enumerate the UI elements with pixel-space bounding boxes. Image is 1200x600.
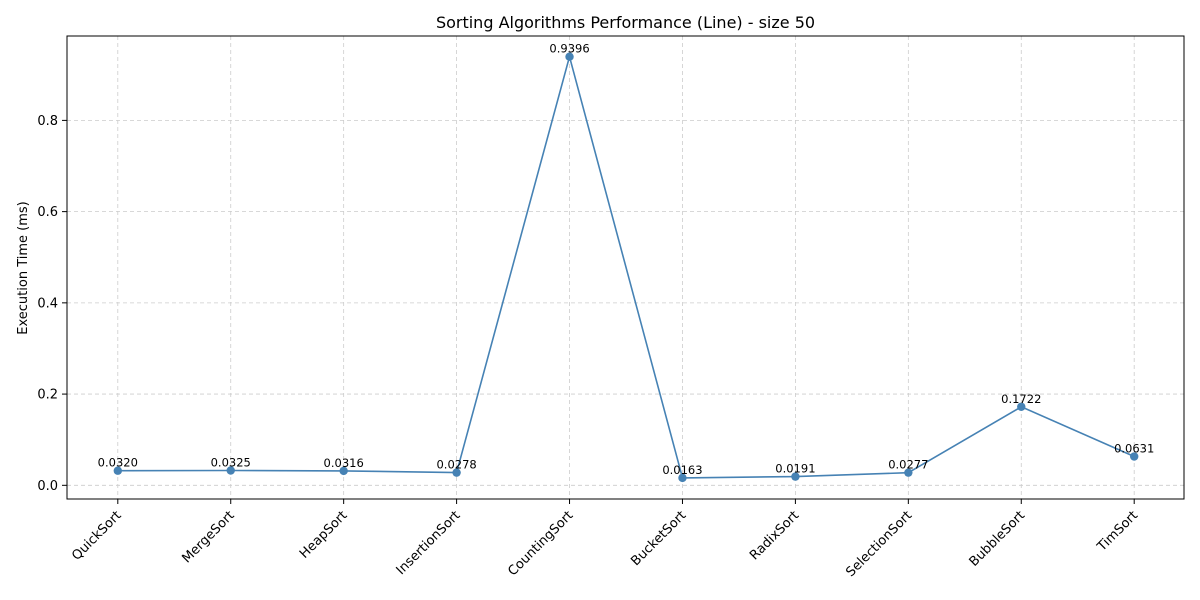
x-tick-label: QuickSort <box>69 508 124 563</box>
x-tick-label: SelectionSort <box>843 508 915 580</box>
y-tick-label: 0.4 <box>37 296 58 311</box>
data-point <box>339 466 348 476</box>
data-point <box>1130 452 1139 461</box>
data-points <box>113 52 1139 483</box>
grid <box>67 36 1184 499</box>
data-point <box>565 52 574 61</box>
data-point <box>1017 402 1026 411</box>
x-tick-label: BubbleSort <box>967 508 1028 569</box>
y-axis: 0.0 0.2 0.4 0.6 0.8 <box>37 114 67 494</box>
data-point <box>678 473 687 483</box>
data-point <box>904 468 913 477</box>
data-label: 0.0278 <box>436 458 476 472</box>
y-tick-label: 0.6 <box>37 205 58 220</box>
x-tick-label: InsertionSort <box>394 508 464 578</box>
data-labels: 0.0320 0.0325 0.0316 0.0278 0.9396 0.0163 0.01… <box>98 42 1155 477</box>
data-label: 0.0631 <box>1114 442 1154 456</box>
data-label: 0.0191 <box>775 462 815 476</box>
data-label: 0.0320 <box>98 456 138 470</box>
data-point <box>452 468 461 477</box>
data-label: 0.0277 <box>888 458 928 472</box>
data-point <box>226 466 235 475</box>
data-label: 0.0325 <box>211 455 251 469</box>
x-tick-label: RadixSort <box>747 508 802 563</box>
x-tick-label: BucketSort <box>628 508 689 569</box>
data-point <box>791 472 800 481</box>
series-line-layer <box>117 53 1135 479</box>
data-label: 0.1722 <box>1001 392 1041 406</box>
y-tick-label: 0.2 <box>37 388 58 403</box>
plot-frame <box>66 35 1185 500</box>
x-tick-label: HeapSort <box>297 508 350 561</box>
y-axis-label: Execution Time (ms) <box>16 201 31 334</box>
chart-title: Sorting Algorithms Performance (Line) - … <box>436 13 815 32</box>
data-label: 0.0163 <box>662 463 702 477</box>
y-tick-label: 0.8 <box>37 114 58 129</box>
data-label: 0.9396 <box>549 42 589 56</box>
x-axis: QuickSort MergeSort HeapSort InsertionSort C… <box>69 499 1141 580</box>
x-tick-label: TimSort <box>1094 508 1141 555</box>
data-point <box>113 466 123 475</box>
y-tick-label: 0.0 <box>37 479 58 494</box>
x-tick-label: MergeSort <box>179 508 237 566</box>
data-label: 0.0316 <box>324 456 364 470</box>
x-tick-label: CountingSort <box>505 508 576 579</box>
series-line <box>117 53 1135 479</box>
